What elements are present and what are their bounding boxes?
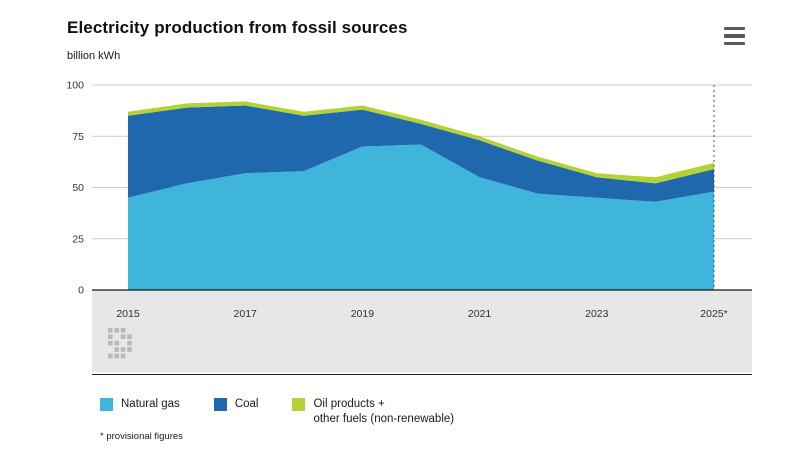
legend-swatch-coal [213,397,227,411]
cbs-logo [120,353,126,359]
chart-title: Electricity production from fossil sourc… [67,18,408,37]
legend-item-coal[interactable]: Coal [213,397,259,412]
cbs-logo [127,347,132,352]
y-tick-label: 75 [72,131,84,143]
legend-label: Oil products + other fuels (non-renewabl… [313,398,455,425]
cbs-logo [108,340,113,346]
x-tick-label: 2021 [468,308,492,320]
x-axis-band [92,290,752,372]
y-tick-label: 25 [72,233,84,245]
x-tick-label: 2023 [585,308,609,320]
cbs-logo [114,340,119,346]
x-tick-label: 2019 [351,308,375,320]
legend-label: Coal [234,398,259,410]
legend: Natural gas Coal Oil products + other fu… [100,397,454,427]
cbs-logo [108,328,113,333]
legend-label: Natural gas [121,398,180,410]
hamburger-icon [724,27,745,31]
cbs-logo [120,328,126,333]
legend-swatch-oil-products [292,397,306,411]
legend-item-oil-products[interactable]: Oil products + other fuels (non-renewabl… [292,397,454,427]
cbs-logo [114,328,119,333]
footnote: * provisional figures [100,431,183,442]
menu-button[interactable] [724,27,746,45]
cbs-logo [108,353,113,359]
x-tick-label: 2017 [234,308,258,320]
cbs-logo [127,334,132,339]
cbs-logo [108,334,113,339]
cbs-logo [120,334,126,339]
hamburger-icon [724,41,745,45]
y-tick-label: 0 [78,285,84,297]
cbs-logo [114,347,119,352]
y-tick-label: 100 [66,80,84,92]
legend-item-natural-gas[interactable]: Natural gas [100,397,180,412]
legend-swatch-natural-gas [100,397,113,411]
y-tick-label: 50 [72,182,84,194]
cbs-logo [120,347,126,352]
area-coal[interactable] [128,105,714,202]
x-tick-label: 2025* [700,308,727,320]
cbs-logo [127,340,132,346]
cbs-logo [114,353,119,359]
area-natural-gas[interactable] [128,144,714,291]
hamburger-icon [724,34,745,38]
x-tick-label: 2015 [116,308,140,320]
y-axis-unit-label: billion kWh [67,50,121,62]
